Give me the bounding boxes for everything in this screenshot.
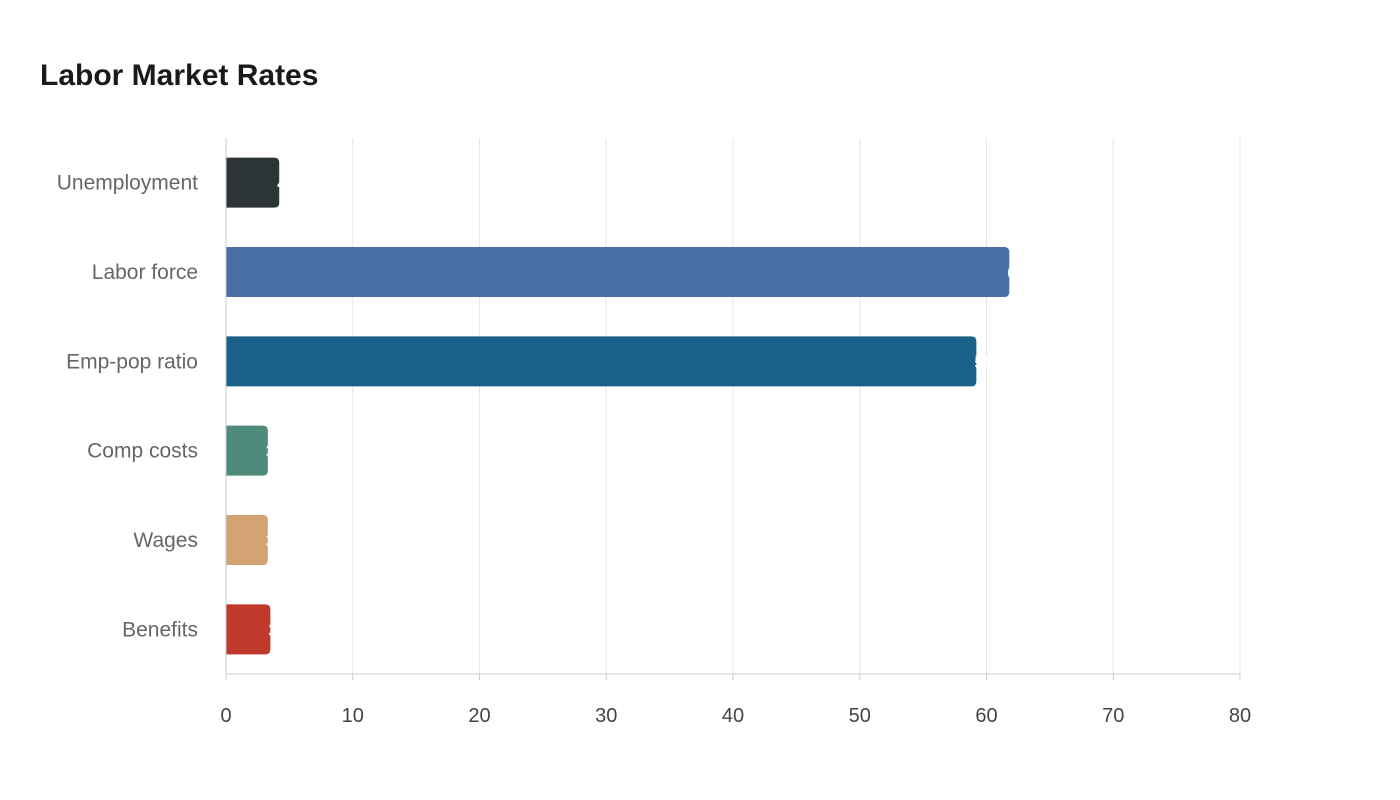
data-label: 3.3 [266, 442, 291, 462]
bar-wages [226, 515, 268, 565]
chart-title: Labor Market Rates [40, 59, 319, 92]
category-label: Labor force [92, 261, 198, 284]
grid-layer [225, 138, 1241, 674]
bar-emp-pop-ratio [226, 336, 977, 387]
data-label: 3.5 [268, 620, 293, 640]
category-label: Unemployment [57, 172, 198, 195]
category-label: Benefits [122, 618, 198, 641]
data-label: 59.2 [974, 352, 1009, 372]
data-label: 3.3 [266, 531, 291, 551]
bar-unemployment [226, 157, 280, 208]
bar-comp-costs [226, 425, 268, 476]
x-tick-label: 70 [1102, 705, 1124, 727]
data-label: 61.8 [1007, 263, 1042, 283]
category-label: Emp-pop ratio [66, 350, 198, 373]
bar-benefits [226, 604, 271, 655]
x-tick-label: 50 [849, 705, 871, 727]
bars-layer: 4.2 61.8 59.2 3.3 3.3 3.5 [226, 157, 1042, 655]
x-tick-label: 40 [722, 705, 744, 727]
x-tick-label: 80 [1229, 705, 1251, 727]
x-tick-label: 20 [468, 705, 490, 727]
category-label: Comp costs [87, 440, 198, 463]
x-tick-label: 60 [975, 705, 997, 727]
axis-layer: 0 10 20 30 40 50 60 70 80 Unemployment Labor force… [57, 138, 1251, 727]
bar-labor-force [226, 247, 1010, 297]
x-tick-label: 30 [595, 705, 617, 727]
data-label: 4.2 [277, 174, 302, 194]
x-tick-label: 0 [220, 705, 231, 727]
category-label: Wages [133, 529, 198, 552]
x-tick-label: 10 [342, 705, 364, 727]
